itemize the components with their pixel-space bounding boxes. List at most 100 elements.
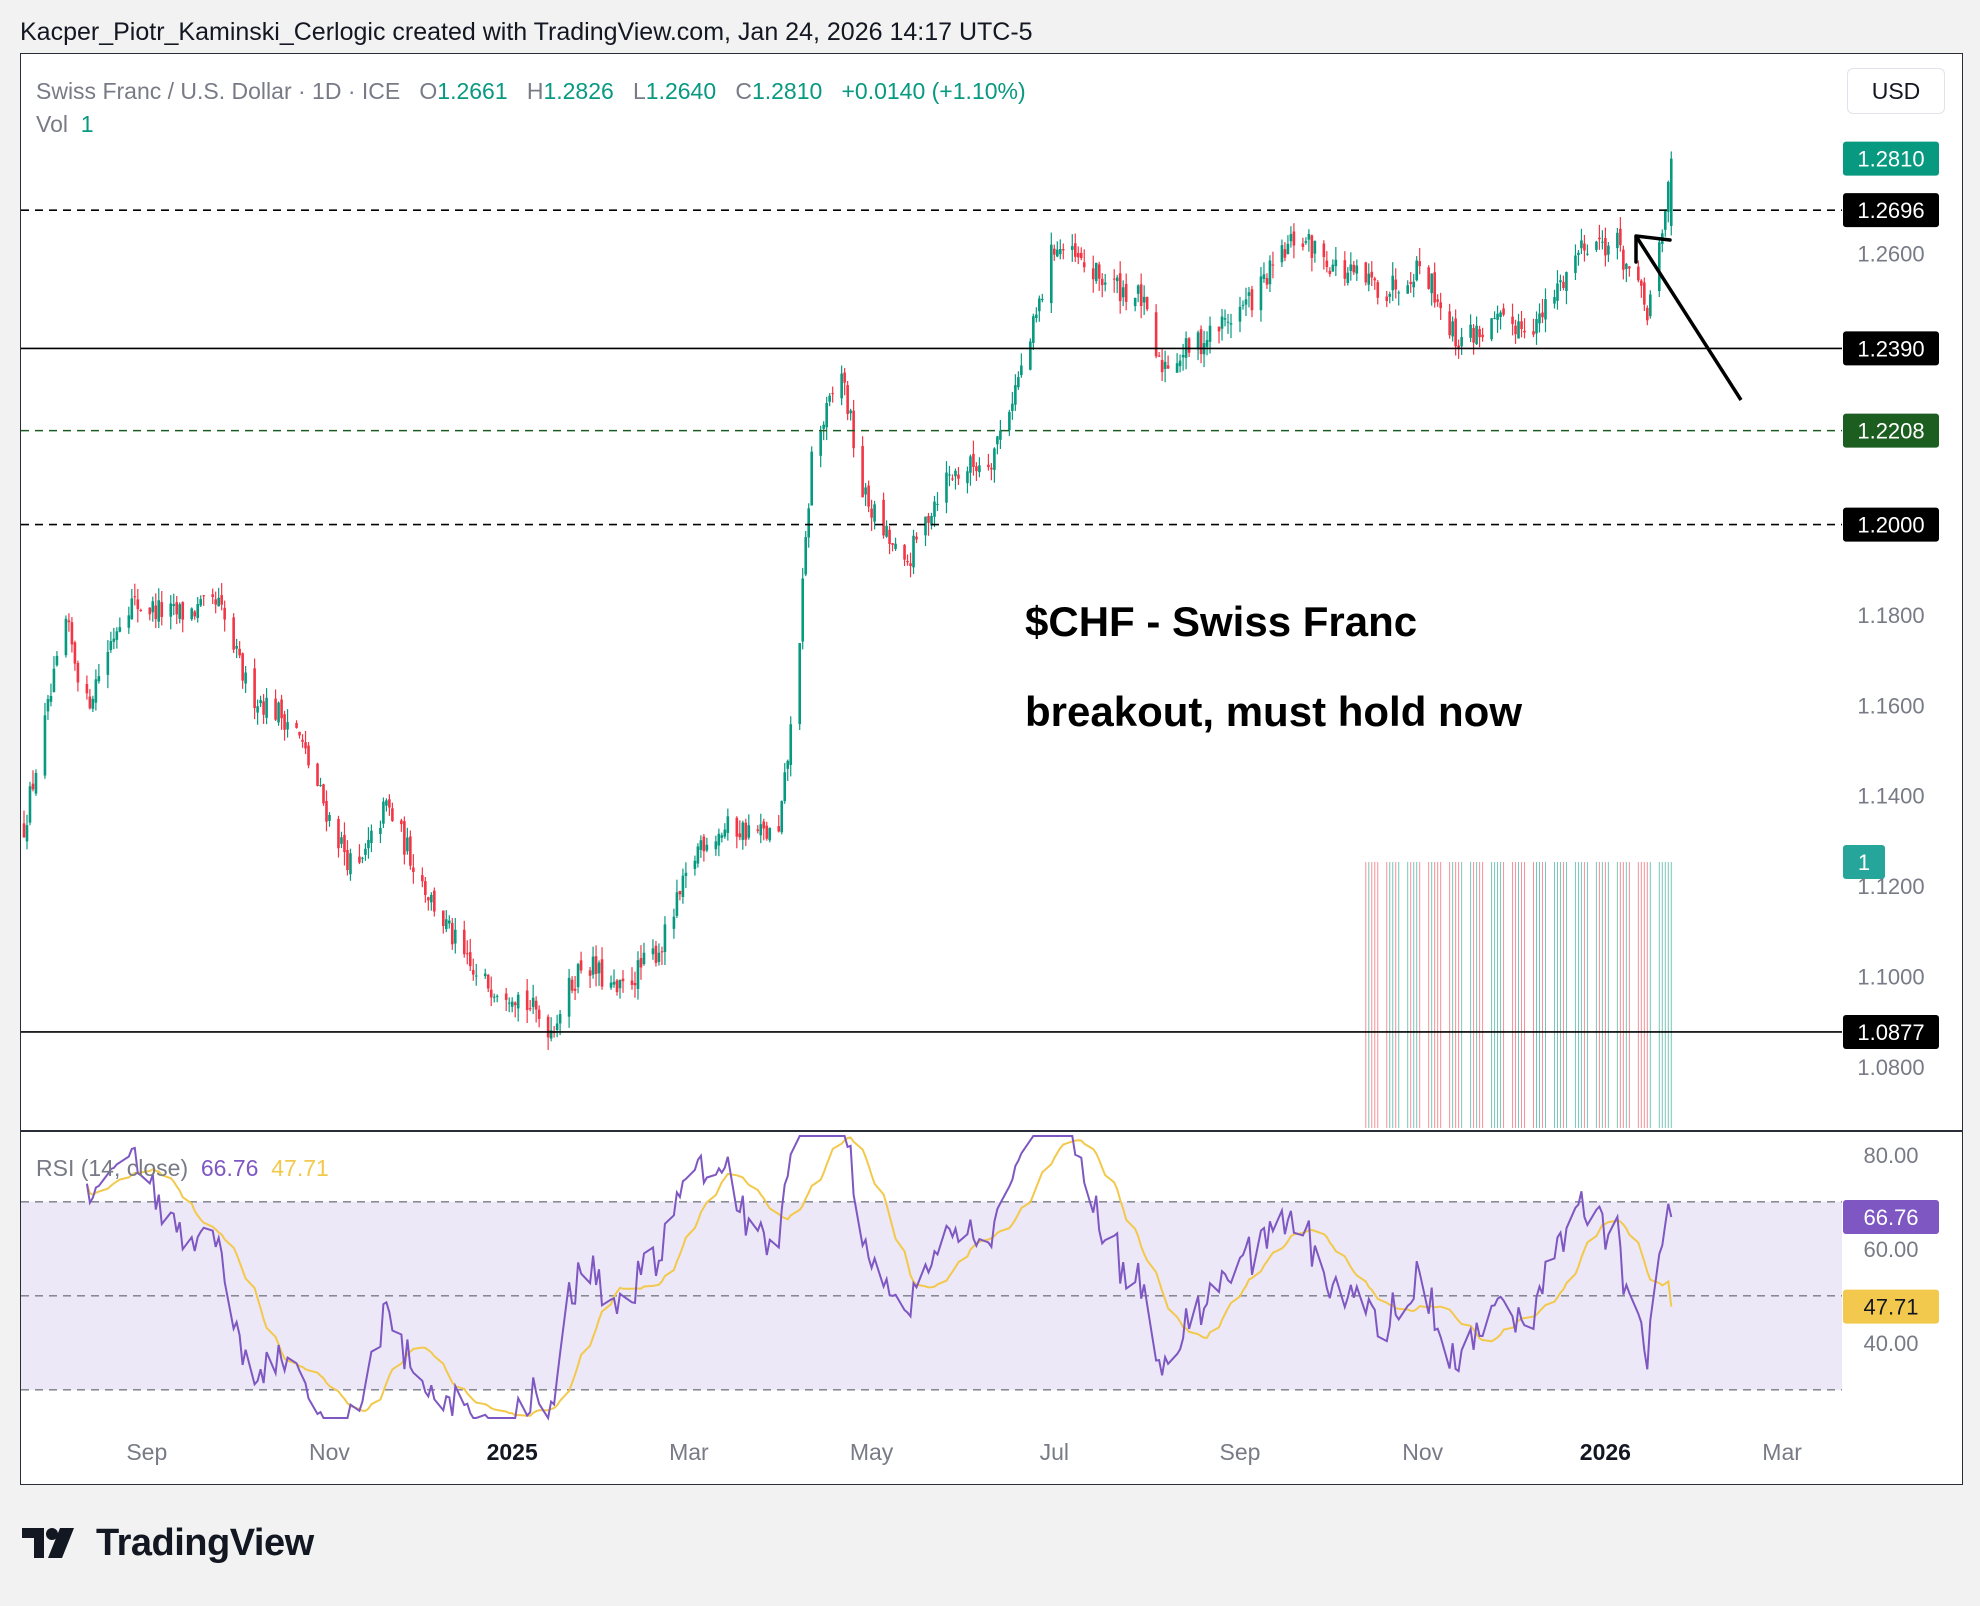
candle-body xyxy=(1535,319,1538,334)
candle-body xyxy=(534,1000,538,1010)
candle-body xyxy=(510,1001,514,1007)
candle-body xyxy=(49,695,53,702)
candle-body xyxy=(1238,306,1242,322)
time-axis-tick: Nov xyxy=(309,1439,350,1465)
candle-body xyxy=(600,959,604,987)
candle-body xyxy=(993,448,996,470)
annotation-subtitle[interactable]: breakout, must hold now xyxy=(1025,688,1523,735)
candle-body xyxy=(262,701,265,715)
candle-body xyxy=(747,825,751,838)
time-axis-tick: Mar xyxy=(1762,1439,1802,1465)
candle-body xyxy=(555,1023,559,1031)
candle-body xyxy=(1292,231,1296,246)
candle-body xyxy=(786,760,790,769)
candle-body xyxy=(597,962,601,974)
time-axis-tick: Nov xyxy=(1402,1439,1443,1465)
annotation-arrowhead xyxy=(1634,234,1672,264)
time-axis-tick: 2026 xyxy=(1580,1439,1631,1465)
candle-body xyxy=(43,715,47,776)
candle-body xyxy=(828,395,831,402)
candle-body xyxy=(1331,264,1335,272)
volume-label[interactable]: Vol xyxy=(36,111,68,137)
candle-body xyxy=(424,881,427,895)
candle-body xyxy=(720,835,724,838)
candle-body xyxy=(888,529,891,544)
candle-body xyxy=(388,799,391,808)
candle-body xyxy=(133,596,137,598)
candle-body xyxy=(28,786,32,823)
currency-button[interactable]: USD xyxy=(1847,68,1945,114)
annotation-title[interactable]: $CHF - Swiss Franc xyxy=(1025,598,1418,645)
candle-body xyxy=(1154,312,1158,357)
candle-body xyxy=(1595,241,1598,250)
candle-body xyxy=(1415,260,1419,281)
candle-body xyxy=(46,699,50,712)
annotation-arrow[interactable] xyxy=(1634,235,1743,401)
candle-body xyxy=(717,833,721,846)
candle-body xyxy=(843,372,846,383)
candle-body xyxy=(1586,253,1589,255)
candle-body xyxy=(492,996,496,998)
rsi-legend: RSI (14, close) 66.76 47.71 xyxy=(36,1155,329,1182)
candle-body xyxy=(64,618,68,656)
candle-body xyxy=(178,604,182,619)
candle-body xyxy=(462,929,466,955)
candle-body xyxy=(591,956,595,975)
candle-body xyxy=(85,683,89,694)
candle-body xyxy=(1301,243,1305,247)
candle-body xyxy=(1559,280,1562,283)
candle-body xyxy=(1427,267,1430,289)
candle-body xyxy=(172,604,176,607)
candle-body xyxy=(154,605,158,620)
candle-body xyxy=(1008,412,1011,431)
candle-body xyxy=(241,653,244,681)
candle-body xyxy=(1517,321,1520,339)
candle-body xyxy=(558,1014,562,1024)
candle-body xyxy=(1352,264,1356,273)
candle-body xyxy=(1052,248,1056,255)
symbol-name[interactable]: Swiss Franc / U.S. Dollar · 1D · ICE xyxy=(36,78,401,104)
candle-body xyxy=(1397,292,1401,294)
candle-body xyxy=(537,1009,541,1019)
rsi-label[interactable]: RSI (14, close) xyxy=(36,1155,189,1181)
candle-body xyxy=(966,471,969,484)
candle-body xyxy=(513,1002,517,1006)
candle-body xyxy=(406,837,409,852)
candle-body xyxy=(1262,274,1266,279)
candle-body xyxy=(906,560,909,563)
candle-body xyxy=(76,662,80,683)
candle-body xyxy=(1619,228,1622,246)
candle-body xyxy=(471,970,475,975)
candle-body xyxy=(891,543,894,545)
candle-body xyxy=(831,393,834,395)
candle-body xyxy=(1376,282,1380,298)
candle-body xyxy=(274,698,277,720)
tradingview-logo-text: TradingView xyxy=(96,1522,314,1564)
candle-body xyxy=(244,672,247,684)
candle-body xyxy=(220,595,223,605)
rsi-value-tag-text: 66.76 xyxy=(1863,1205,1918,1230)
tradingview-logo[interactable]: TradingView xyxy=(22,1522,314,1565)
candle-body xyxy=(1187,338,1191,353)
candle-body xyxy=(768,827,772,841)
candle-body xyxy=(442,910,445,927)
candle-body xyxy=(409,836,412,866)
candle-body xyxy=(1460,337,1463,347)
candle-body xyxy=(1050,244,1053,304)
candle-body xyxy=(1556,283,1559,301)
low-value: 1.2640 xyxy=(645,78,717,104)
candle-body xyxy=(211,594,214,597)
candle-body xyxy=(861,446,864,498)
candle-body xyxy=(193,611,197,617)
candle-body xyxy=(1247,292,1251,296)
candle-body xyxy=(777,826,781,832)
time-axis-tick: Mar xyxy=(669,1439,709,1465)
candle-body xyxy=(453,929,457,944)
candle-body xyxy=(594,956,598,974)
candle-body xyxy=(1286,243,1290,254)
candle-body xyxy=(609,982,613,988)
candle-body xyxy=(693,860,697,869)
price-axis-tick: 1.0800 xyxy=(1857,1055,1924,1080)
candle-body xyxy=(1625,263,1628,269)
